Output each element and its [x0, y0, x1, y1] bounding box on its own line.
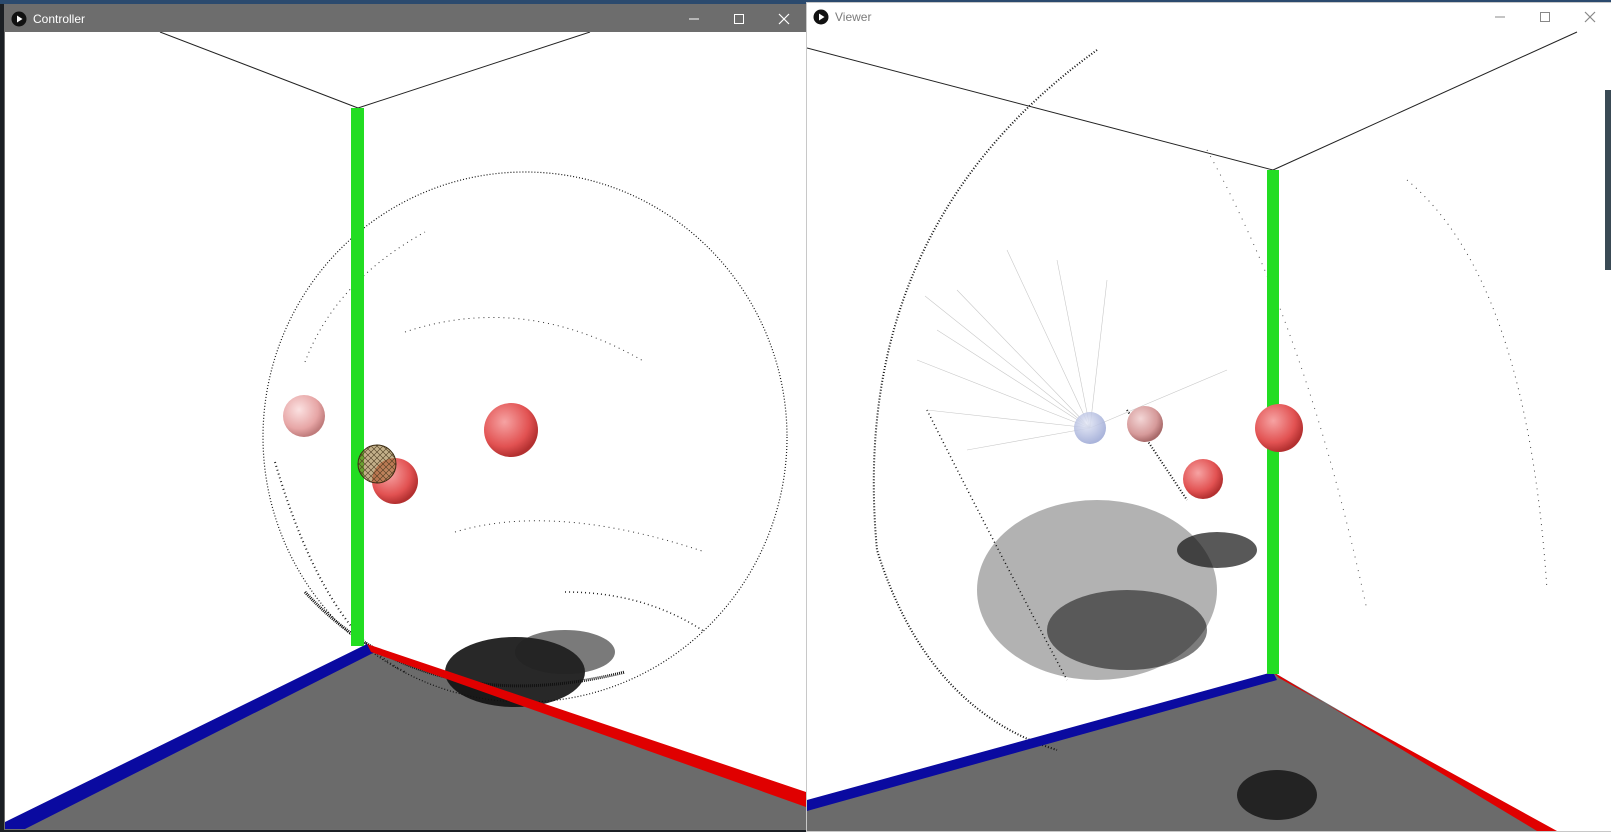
minimize-button[interactable] — [671, 5, 716, 32]
maximize-button[interactable] — [716, 5, 761, 32]
controller-3d-canvas[interactable] — [5, 32, 806, 829]
maximize-icon — [1539, 11, 1550, 22]
processing-play-icon — [11, 11, 27, 26]
point-cloud-sphere — [872, 49, 1548, 820]
wall-edge-left — [159, 32, 359, 109]
wall-edge-right — [357, 32, 591, 109]
wall-edge-left — [807, 47, 1274, 171]
ray-lines — [916, 249, 1228, 451]
close-button[interactable] — [761, 5, 806, 32]
minimize-button[interactable] — [1477, 3, 1522, 30]
desktop-edge-strip — [1605, 90, 1611, 270]
y-axis-bar — [351, 108, 364, 646]
viewer-scene[interactable] — [807, 30, 1611, 831]
viewer-titlebar[interactable]: Viewer — [807, 3, 1611, 30]
x-axis-bar — [367, 644, 806, 807]
maximize-icon — [733, 13, 744, 24]
minimize-icon — [688, 18, 699, 19]
controller-title: Controller — [33, 11, 86, 26]
close-button[interactable] — [1567, 3, 1611, 30]
minimize-icon — [1494, 16, 1505, 17]
sphere-pink — [283, 395, 325, 437]
processing-play-icon — [813, 9, 829, 24]
controller-titlebar[interactable]: Controller — [5, 5, 806, 32]
close-icon — [1584, 11, 1595, 22]
floor-plane — [807, 672, 1547, 831]
taskbar-strip — [0, 0, 1611, 4]
close-icon — [778, 13, 789, 24]
controller-window[interactable]: Controller — [4, 4, 807, 830]
sphere-blue-camera — [1074, 412, 1106, 444]
sphere-red-small — [1183, 459, 1223, 499]
sphere-red-large — [1255, 404, 1303, 452]
z-axis-bar — [807, 672, 1277, 811]
floor-plane — [5, 644, 806, 829]
viewer-window[interactable]: Viewer — [806, 2, 1611, 832]
sphere-red-large — [484, 403, 538, 457]
sphere-pink — [1127, 406, 1163, 442]
maximize-button[interactable] — [1522, 3, 1567, 30]
controller-scene[interactable] — [5, 32, 806, 829]
z-axis-bar — [5, 644, 375, 829]
wall-edge-right — [1272, 31, 1578, 171]
viewer-3d-canvas[interactable] — [807, 30, 1611, 831]
viewer-title: Viewer — [835, 9, 872, 24]
